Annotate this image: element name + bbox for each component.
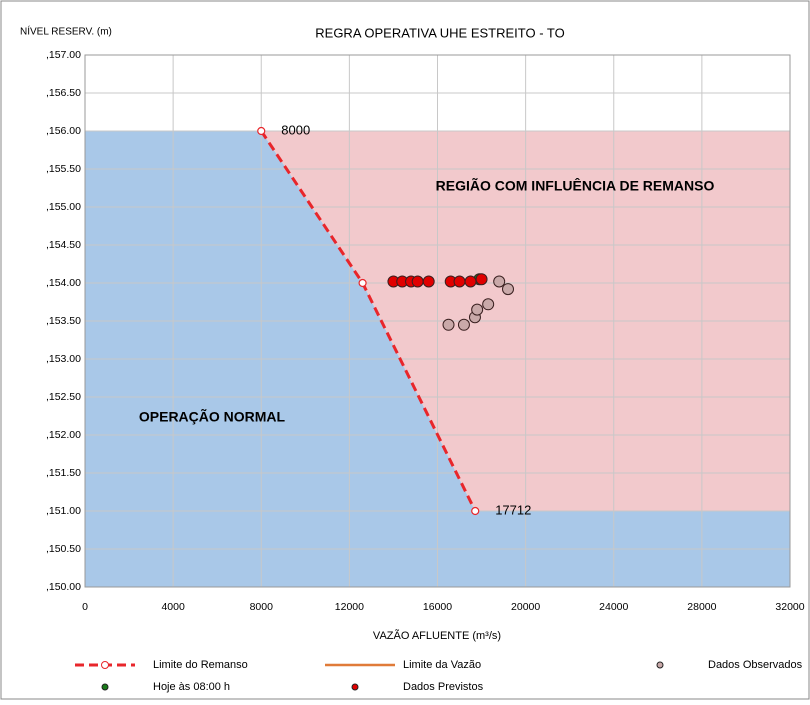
legend-swatch [101,661,109,669]
y-tick-label: ,155.00 [46,201,81,213]
data-point [475,273,488,286]
y-tick-label: ,154.50 [46,239,81,251]
x-tick-label: 20000 [511,601,540,613]
data-point [453,275,466,288]
y-tick-label: ,151.00 [46,505,81,517]
y-tick-label: ,152.00 [46,429,81,441]
y-tick-label: ,152.50 [46,391,81,403]
legend-swatch [351,683,359,691]
y-tick-label: ,151.50 [46,467,81,479]
x-tick-label: 12000 [335,601,364,613]
legend-swatch [101,683,109,691]
data-point [471,303,484,316]
x-tick-label: 32000 [775,601,804,613]
limit-point [257,126,266,136]
limit-point [471,506,480,516]
data-point [422,275,435,288]
y-tick-label: ,155.50 [46,163,81,175]
x-tick-label: 16000 [423,601,452,613]
limit-point [358,278,367,288]
data-point [464,275,477,288]
data-point [493,275,506,288]
data-point [411,275,424,288]
data-point [442,318,455,331]
x-tick-label: 8000 [250,601,274,613]
y-axis-label: NÍVEL RESERV. (m) [20,25,112,38]
legend-label: Dados Observados [708,659,803,671]
y-tick-label: ,153.50 [46,315,81,327]
legend-label: Dados Previstos [403,681,484,693]
legend-swatch [656,661,664,669]
point-label: 8000 [281,122,310,137]
chart-title: REGRA OPERATIVA UHE ESTREITO - TO [315,25,564,40]
x-tick-label: 0 [82,601,88,613]
x-tick-label: 24000 [599,601,628,613]
y-tick-label: ,153.00 [46,353,81,365]
legend-label: Limite do Remanso [153,659,248,671]
x-tick-label: 28000 [687,601,716,613]
x-tick-label: 4000 [161,601,185,613]
data-point [457,318,470,331]
data-point [502,283,514,296]
y-tick-label: ,156.50 [46,87,81,99]
annotation: OPERAÇÃO NORMAL [139,408,286,425]
data-point [482,298,495,311]
legend-label: Hoje às 08:00 h [153,681,230,693]
y-tick-label: ,156.00 [46,125,81,137]
legend-label: Limite da Vazão [403,659,481,671]
plot-border [84,54,791,588]
y-tick-label: ,150.50 [46,543,81,555]
point-label: 17712 [495,502,531,517]
x-axis-label: VAZÃO AFLUENTE (m³/s) [373,629,501,642]
y-tick-label: ,154.00 [46,277,81,289]
y-tick-label: ,157.00 [46,49,81,61]
annotation: REGIÃO COM INFLUÊNCIA DE REMANSO [436,177,715,194]
y-tick-label: ,150.00 [46,581,81,593]
